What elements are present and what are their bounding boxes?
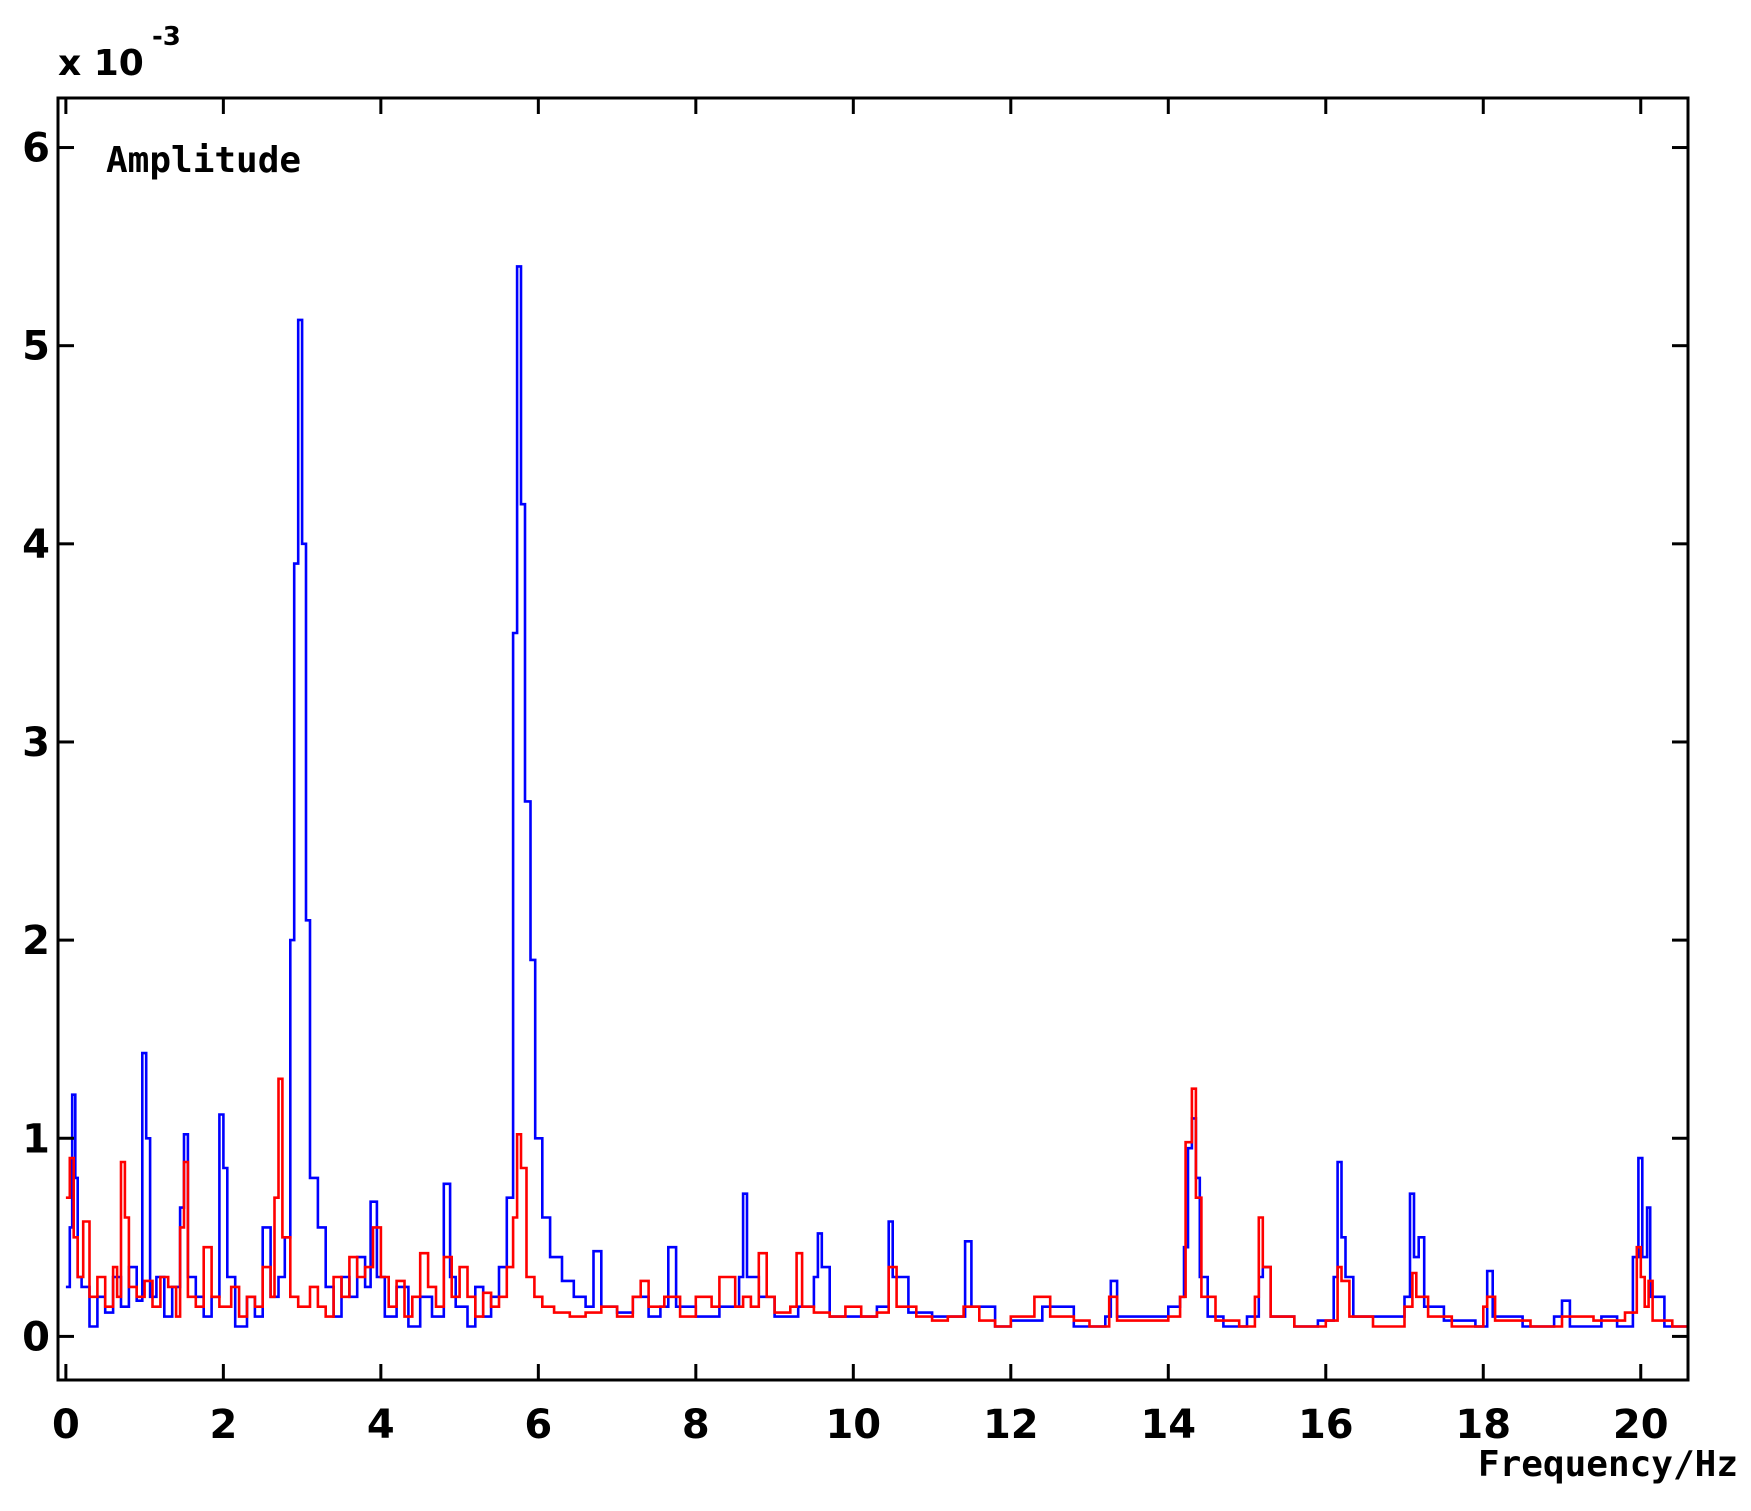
x-tick-label-18: 18 bbox=[1455, 1402, 1511, 1448]
x-tick-label-12: 12 bbox=[983, 1402, 1039, 1448]
tick-layer bbox=[58, 98, 1688, 1380]
plot-frame bbox=[56, 96, 1690, 1382]
y-tick-label-6: 6 bbox=[22, 126, 50, 172]
y-tick-label-2: 2 bbox=[22, 918, 50, 964]
series-line-2 bbox=[65, 1077, 1690, 1328]
x-tick-label-6: 6 bbox=[524, 1402, 552, 1448]
x-tick-label-16: 16 bbox=[1298, 1402, 1354, 1448]
x-tick-label-20: 20 bbox=[1613, 1402, 1669, 1448]
x-tick-label-14: 14 bbox=[1140, 1402, 1196, 1448]
y-tick-label-5: 5 bbox=[22, 324, 50, 370]
y-axis-label: Amplitude bbox=[106, 140, 301, 181]
series-layer bbox=[65, 265, 1690, 1328]
y-scale-exponent: -3 bbox=[152, 22, 181, 52]
x-tick-label-8: 8 bbox=[682, 1402, 710, 1448]
x-tick-label-2: 2 bbox=[209, 1402, 237, 1448]
y-scale-multiplier: x 10 bbox=[58, 43, 144, 84]
y-tick-label-3: 3 bbox=[22, 720, 50, 766]
x-tick-label-0: 0 bbox=[52, 1402, 80, 1448]
y-tick-label-0: 0 bbox=[22, 1314, 50, 1360]
y-tick-label-1: 1 bbox=[22, 1116, 50, 1162]
x-tick-label-10: 10 bbox=[825, 1402, 881, 1448]
x-axis-label: Frequency/Hz bbox=[1478, 1444, 1738, 1485]
x-tick-label-4: 4 bbox=[367, 1402, 395, 1448]
y-tick-label-4: 4 bbox=[22, 522, 50, 568]
